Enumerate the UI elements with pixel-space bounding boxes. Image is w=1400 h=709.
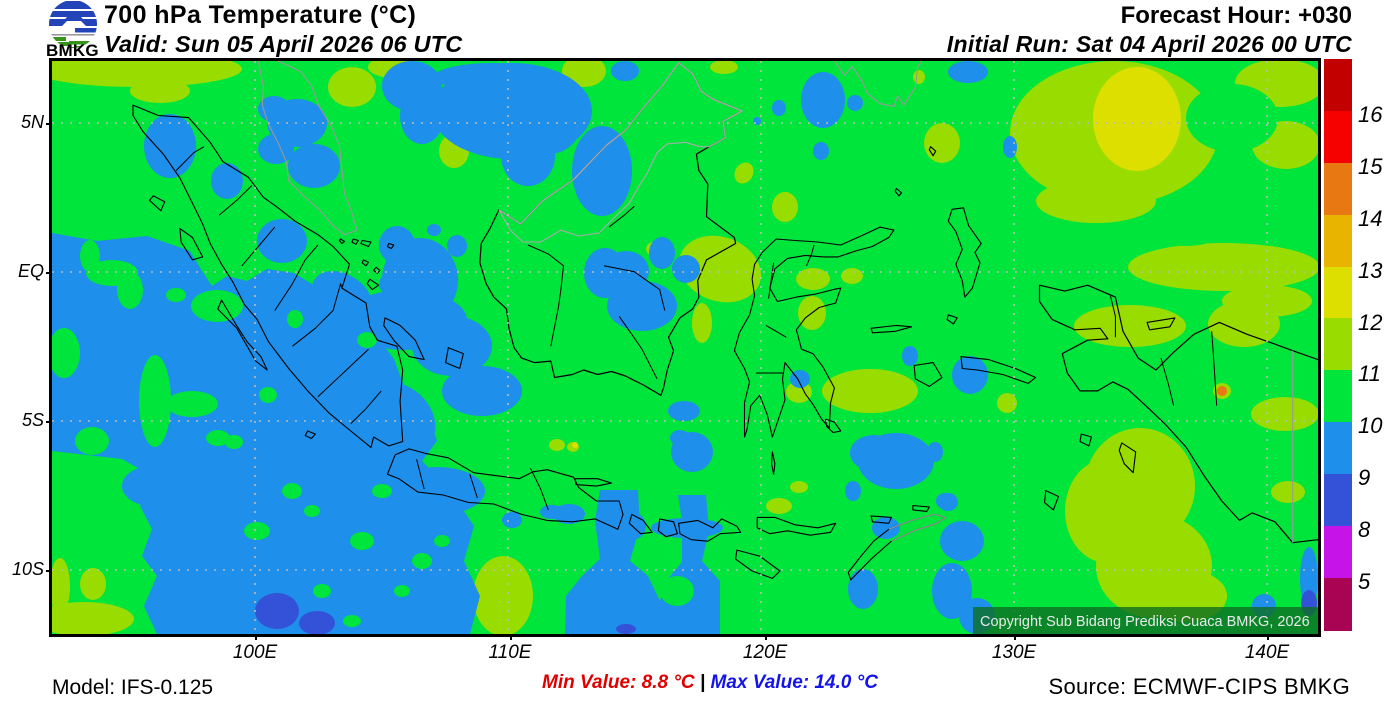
svg-text:Copyright Sub Bidang Prediksi: Copyright Sub Bidang Prediksi Cuaca BMKG…	[980, 614, 1310, 630]
